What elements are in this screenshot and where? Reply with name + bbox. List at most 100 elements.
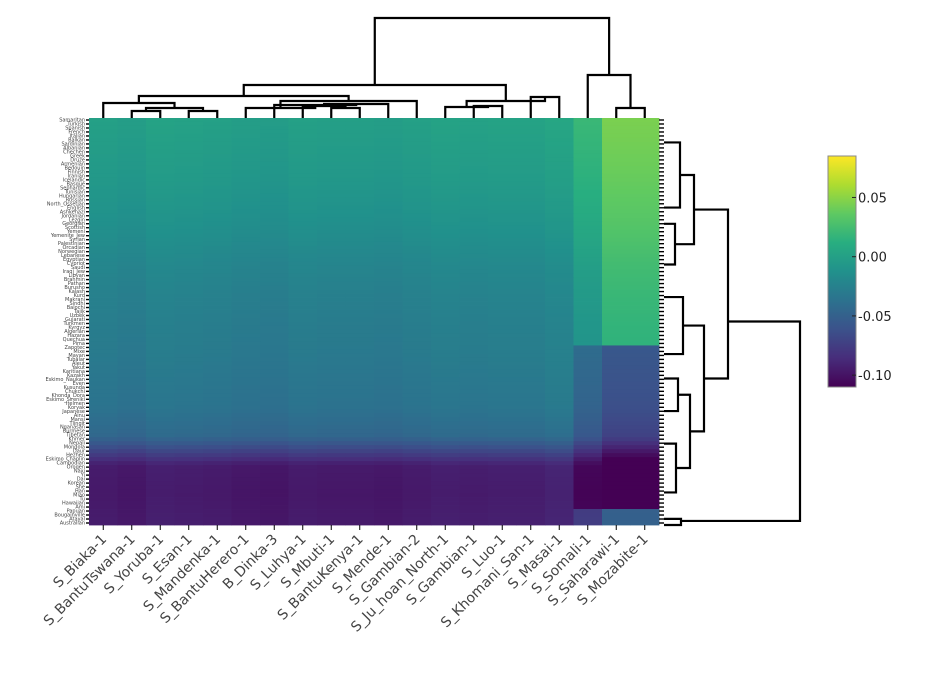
heatmap-cell: [345, 125, 375, 131]
heatmap-cell: [89, 297, 118, 302]
heatmap-cell: [573, 153, 603, 159]
heatmap-cell: [630, 441, 660, 446]
row-label: Icelandic: [63, 177, 85, 183]
heatmap-cell: [117, 465, 147, 470]
heatmap-cell: [345, 213, 375, 219]
heatmap-cell: [431, 417, 460, 422]
heatmap-cell: [288, 401, 318, 406]
heatmap-cell: [459, 385, 489, 390]
heatmap-cell: [203, 449, 232, 454]
heatmap-cell: [288, 521, 318, 526]
heatmap-cell: [602, 301, 631, 306]
heatmap-cell: [545, 133, 574, 139]
heatmap-cell: [345, 333, 375, 338]
heatmap-cell: [630, 149, 660, 155]
heatmap-cell: [317, 213, 346, 219]
heatmap-cell: [288, 449, 318, 454]
heatmap-cell: [488, 165, 517, 171]
heatmap-cell: [488, 513, 517, 518]
heatmap-cell: [431, 449, 460, 454]
heatmap-cell: [146, 469, 175, 474]
heatmap-cell: [203, 509, 232, 514]
heatmap-cell: [459, 341, 489, 346]
heatmap-cell: [402, 333, 432, 338]
heatmap-cell: [345, 377, 375, 382]
heatmap-cell: [630, 493, 660, 498]
heatmap-cell: [231, 149, 261, 155]
heatmap-cell: [174, 213, 204, 219]
heatmap-cell: [146, 373, 175, 378]
heatmap-cell: [174, 429, 204, 434]
heatmap-cell: [231, 177, 261, 183]
heatmap-cell: [488, 365, 517, 370]
heatmap-cell: [516, 437, 546, 442]
heatmap-cell: [488, 229, 517, 235]
row-label: Druze: [70, 157, 85, 163]
heatmap-cell: [203, 425, 232, 430]
heatmap-cell: [630, 137, 660, 143]
heatmap-cell: [545, 245, 574, 251]
row-label: Spanish: [65, 125, 85, 131]
heatmap-cell: [459, 145, 489, 151]
heatmap-cell: [146, 325, 175, 330]
heatmap-cell: [402, 341, 432, 346]
heatmap-cell: [602, 377, 631, 382]
heatmap-cell: [545, 409, 574, 414]
heatmap-cell: [459, 161, 489, 167]
heatmap-cell: [630, 325, 660, 330]
heatmap-cell: [317, 161, 346, 167]
heatmap-cell: [288, 313, 318, 318]
heatmap-cell: [89, 441, 118, 446]
heatmap-cell: [516, 385, 546, 390]
heatmap-cell: [89, 425, 118, 430]
heatmap-cell: [602, 273, 631, 279]
heatmap-cell: [488, 457, 517, 462]
heatmap-cell: [516, 273, 546, 279]
heatmap-cell: [89, 149, 118, 155]
heatmap-cell: [488, 337, 517, 342]
heatmap-cell: [573, 473, 603, 478]
heatmap-cell: [545, 293, 574, 298]
heatmap-cell: [459, 241, 489, 247]
heatmap-cell: [516, 349, 546, 354]
heatmap-cell: [573, 137, 603, 143]
heatmap-cell: [146, 421, 175, 426]
heatmap-cell: [630, 209, 660, 215]
heatmap-cell: [174, 477, 204, 482]
heatmap-cell: [573, 433, 603, 438]
heatmap-cell: [602, 489, 631, 494]
heatmap-cell: [288, 505, 318, 510]
heatmap-cell: [203, 301, 232, 306]
heatmap-cell: [117, 441, 147, 446]
heatmap-cell: [545, 221, 574, 227]
heatmap-cell: [345, 489, 375, 494]
heatmap-cell: [516, 269, 546, 275]
heatmap-cell: [488, 353, 517, 358]
heatmap-cell: [345, 261, 375, 267]
heatmap-cell: [431, 257, 460, 263]
heatmap-cell: [545, 469, 574, 474]
heatmap-cell: [573, 397, 603, 402]
heatmap-cell: [573, 389, 603, 394]
row-label: Even: [73, 381, 85, 387]
heatmap-cell: [317, 293, 346, 298]
heatmap-cell: [317, 417, 346, 422]
row-label: Burusho: [64, 285, 85, 291]
heatmap-cell: [431, 197, 460, 203]
heatmap-cell: [630, 497, 660, 502]
heatmap-cell: [203, 281, 232, 286]
heatmap-cell: [174, 185, 204, 191]
heatmap-cell: [374, 217, 403, 223]
heatmap-cell: [516, 405, 546, 410]
heatmap-cell: [203, 353, 232, 358]
dendrogram-link: [664, 517, 683, 527]
heatmap-cell: [317, 361, 346, 366]
heatmap-cell: [260, 461, 289, 466]
heatmap-cell: [516, 393, 546, 398]
heatmap-cell: [459, 293, 489, 298]
heatmap-cell: [459, 457, 489, 462]
heatmap-cell: [402, 521, 432, 526]
heatmap-cell: [488, 297, 517, 302]
heatmap-cell: [203, 341, 232, 346]
heatmap-cell: [402, 509, 432, 514]
